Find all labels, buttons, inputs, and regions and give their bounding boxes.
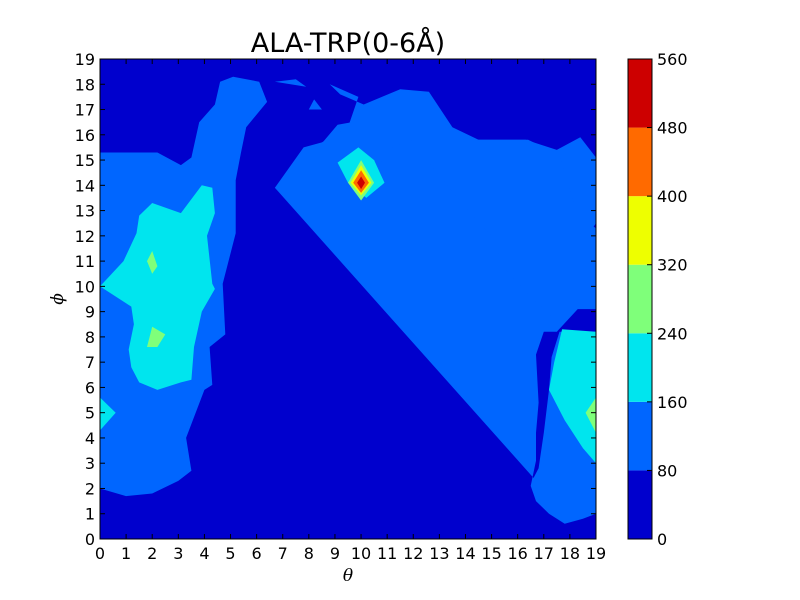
- colorbar-segment: [628, 59, 652, 128]
- contour-regions: [100, 76, 596, 524]
- contour-region-6: [100, 185, 215, 390]
- x-tick-label: 12: [403, 544, 423, 563]
- colorbar-tick-label: 560: [657, 50, 688, 69]
- x-axis-label: θ: [343, 566, 353, 586]
- y-tick-label: 13: [75, 202, 95, 221]
- x-tick-label: 18: [560, 544, 580, 563]
- y-tick-label: 10: [75, 277, 95, 296]
- colorbar-tick-label: 400: [657, 187, 688, 206]
- colorbar-frame: [627, 58, 653, 540]
- colorbar-tick-label: 160: [657, 393, 688, 412]
- x-tick-label: 15: [481, 544, 501, 563]
- contour-region-16: [357, 176, 365, 190]
- y-tick-label: 12: [75, 227, 95, 246]
- x-tick-label: 16: [508, 544, 528, 563]
- y-tick-label: 2: [85, 479, 95, 498]
- contour-region-10: [147, 251, 158, 274]
- contour-region-8: [549, 329, 596, 464]
- x-tick-label: 8: [304, 544, 314, 563]
- colorbar-segment: [628, 264, 652, 334]
- x-tick-label: 19: [586, 544, 606, 563]
- x-tick-label: 9: [330, 544, 340, 563]
- x-tick-label: 7: [278, 544, 288, 563]
- y-tick-label: 15: [75, 151, 95, 170]
- contour-region-7: [100, 397, 116, 431]
- x-tick-label: 13: [429, 544, 449, 563]
- x-tick-label: 14: [455, 544, 475, 563]
- plot-frame: [99, 58, 597, 540]
- colorbar-segment: [628, 127, 652, 197]
- y-tick-label: 9: [85, 303, 95, 322]
- contour-region-11: [147, 326, 166, 347]
- y-tick-label: 6: [85, 378, 95, 397]
- x-tick-label: 10: [351, 544, 371, 563]
- y-tick-label: 1: [85, 505, 95, 524]
- colorbar-tick-label: 0: [657, 530, 667, 549]
- colorbar-tick-label: 80: [657, 461, 677, 480]
- contour-region-3: [274, 84, 596, 332]
- x-tick-label: 1: [121, 544, 131, 563]
- x-tick-label: 0: [95, 544, 105, 563]
- plot-area: 0 1 2 3 4 5 6 7 8 9 10 11 12 13 14 15 16 17 18 190123456789…: [75, 50, 607, 563]
- chart-title: ALA-TRP(0-6Å): [251, 27, 445, 59]
- y-tick-label: 0: [85, 530, 95, 549]
- x-tick-label: 5: [225, 544, 235, 563]
- y-tick-label: 14: [75, 176, 95, 195]
- contour-region-4: [308, 99, 322, 110]
- x-tick-label: 6: [252, 544, 262, 563]
- colorbar-tick-label: 240: [657, 324, 688, 343]
- y-tick-label: 7: [85, 353, 95, 372]
- colorbar-tick-label: 480: [657, 119, 688, 138]
- y-tick-label: 11: [75, 252, 95, 271]
- colorbar-segment: [628, 196, 652, 265]
- x-tick-label: 17: [534, 544, 554, 563]
- contour-region-12: [585, 397, 596, 433]
- y-axis-label: ϕ: [48, 293, 68, 305]
- y-tick-label: 4: [85, 429, 95, 448]
- colorbar-segment: [628, 401, 652, 471]
- colorbar: 0 80 160 240 320 400 480 560: [627, 50, 688, 549]
- x-tick-label: 3: [173, 544, 183, 563]
- y-tick-label: 3: [85, 454, 95, 473]
- x-tick-label: 2: [147, 544, 157, 563]
- x-tick-label: 4: [199, 544, 209, 563]
- y-tick-label: 19: [75, 50, 95, 69]
- contour-region-5: [274, 79, 307, 87]
- y-tick-label: 5: [85, 404, 95, 423]
- colorbar-segment: [628, 333, 652, 402]
- y-tick-label: 17: [75, 101, 95, 120]
- colorbar-tick-label: 320: [657, 256, 688, 275]
- x-tick-label: 11: [377, 544, 397, 563]
- y-tick-label: 8: [85, 328, 95, 347]
- colorbar-segment: [628, 470, 652, 539]
- y-tick-label: 16: [75, 126, 95, 145]
- y-tick-label: 18: [75, 75, 95, 94]
